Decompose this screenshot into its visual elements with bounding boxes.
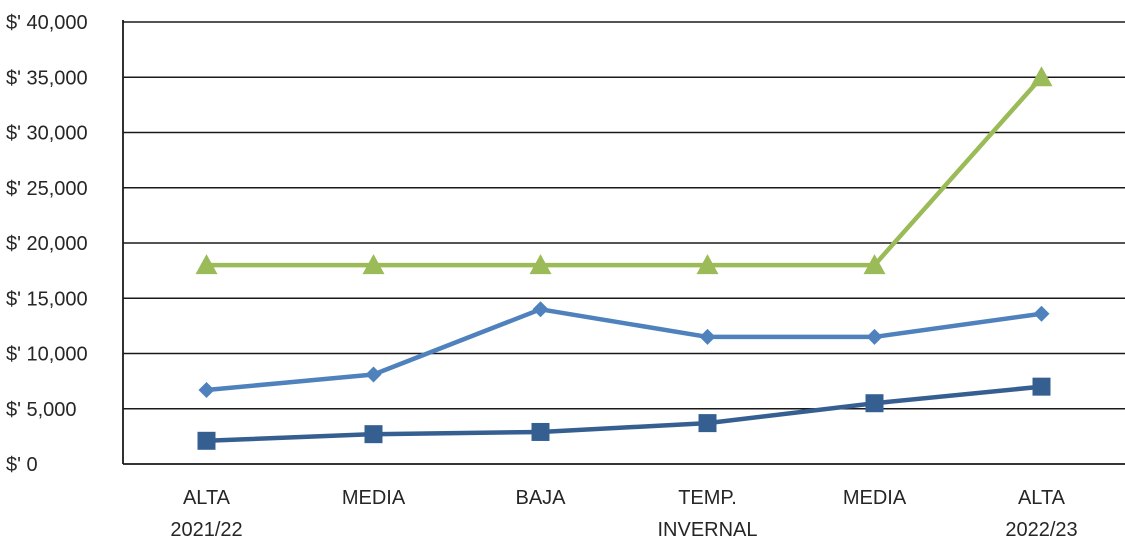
x-tick-label-line: 2022/23 bbox=[1005, 519, 1077, 541]
series-triangle bbox=[195, 66, 1053, 275]
x-tick-label-line: MEDIA bbox=[843, 487, 907, 509]
data-point-square bbox=[865, 394, 884, 413]
data-point-square bbox=[698, 414, 717, 433]
x-tick-label: MEDIA bbox=[342, 487, 406, 509]
data-point-diamond bbox=[699, 328, 716, 345]
series-line bbox=[204, 384, 1044, 444]
y-tick-label: $' 20,000 bbox=[6, 233, 88, 255]
data-point-square bbox=[1032, 377, 1051, 396]
data-point-square bbox=[197, 431, 216, 450]
data-point-diamond bbox=[198, 381, 215, 398]
y-tick-label: $' 0 bbox=[6, 454, 38, 476]
data-point-triangle bbox=[529, 254, 552, 275]
x-tick-label-line: BAJA bbox=[515, 487, 566, 509]
data-point-triangle bbox=[863, 254, 886, 275]
x-tick-label: TEMP. INVERNAL bbox=[657, 487, 757, 541]
data-point-diamond bbox=[1033, 305, 1050, 322]
y-tick-label: $' 30,000 bbox=[6, 123, 88, 145]
y-tick-label: $' 10,000 bbox=[6, 344, 88, 366]
y-tick-label: $' 5,000 bbox=[6, 399, 77, 421]
y-tick-label: $' 15,000 bbox=[6, 288, 88, 310]
y-tick-label: $' 40,000 bbox=[6, 12, 88, 34]
series-line bbox=[204, 75, 1044, 268]
series-diamond bbox=[198, 301, 1050, 398]
gridlines bbox=[123, 21, 1125, 410]
x-tick-label: BAJA bbox=[515, 487, 566, 509]
data-point-diamond bbox=[532, 301, 549, 318]
series-line bbox=[204, 307, 1044, 393]
x-axis-tick-labels: ALTA 2021/22 MEDIA BAJA TEMP. INVERNAL MEDIA AL… bbox=[170, 487, 1077, 541]
x-tick-label-line: MEDIA bbox=[342, 487, 406, 509]
x-tick-label-line: INVERNAL bbox=[657, 519, 757, 541]
data-point-triangle bbox=[195, 254, 218, 275]
x-tick-label-line: ALTA bbox=[183, 487, 231, 509]
x-tick-label: MEDIA bbox=[843, 487, 907, 509]
axes bbox=[122, 20, 1125, 465]
x-tick-label: ALTA 2021/22 bbox=[170, 487, 242, 541]
data-point-diamond bbox=[866, 328, 883, 345]
x-tick-label-line: ALTA bbox=[1018, 487, 1066, 509]
data-point-square bbox=[531, 422, 550, 441]
x-tick-label-line: 2021/22 bbox=[170, 519, 242, 541]
x-tick-label-line: TEMP. bbox=[678, 487, 737, 509]
data-point-triangle bbox=[696, 254, 719, 275]
series-square bbox=[197, 377, 1051, 450]
y-tick-label: $' 25,000 bbox=[6, 178, 88, 200]
data-point-triangle bbox=[362, 254, 385, 275]
y-axis-tick-labels: $' 0 $' 5,000 $' 10,000 $' 15,000 $' 20,000 $… bbox=[6, 12, 88, 476]
data-point-triangle bbox=[1030, 66, 1053, 87]
data-point-square bbox=[364, 425, 383, 444]
y-tick-label: $' 35,000 bbox=[6, 67, 88, 89]
series bbox=[195, 66, 1053, 450]
x-tick-label: ALTA 2022/23 bbox=[1005, 487, 1077, 541]
data-point-diamond bbox=[365, 366, 382, 383]
